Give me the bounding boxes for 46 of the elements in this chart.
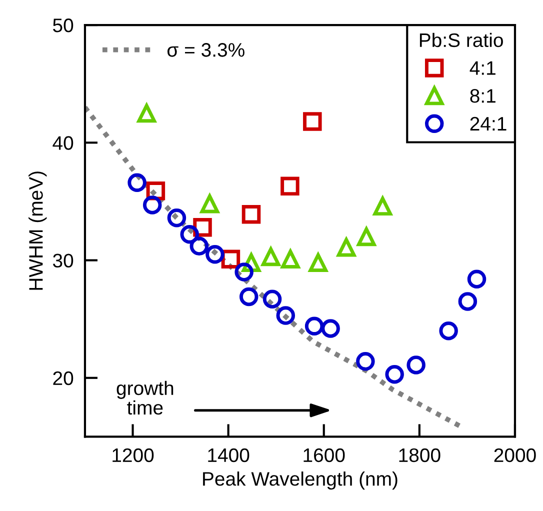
point	[242, 205, 261, 224]
x-tick-label: 1600	[304, 448, 345, 462]
point	[180, 225, 199, 244]
point	[385, 364, 404, 384]
x-tick-label: 1400	[208, 448, 250, 462]
x-tick-label: 2000	[494, 448, 536, 462]
legend-label: σ = 3.3%	[167, 43, 244, 57]
point	[280, 176, 300, 196]
point	[190, 236, 209, 256]
point	[304, 316, 324, 336]
point	[281, 250, 300, 268]
x-tick-label: 1200	[112, 448, 154, 462]
point	[439, 321, 458, 340]
y-tick-label: 20	[53, 371, 74, 386]
point	[357, 227, 376, 246]
point	[167, 208, 186, 228]
point	[373, 196, 392, 216]
x-tick-label: 1800	[399, 448, 440, 462]
y-tick-label: 30	[52, 254, 74, 268]
point	[234, 262, 254, 282]
y-axis-title: HWHM (meV)	[28, 172, 47, 290]
legend-label: 24:1	[470, 116, 506, 130]
point	[467, 270, 486, 288]
legend-title: Pb:S ratio	[420, 32, 503, 48]
point	[303, 112, 322, 131]
point	[336, 238, 356, 257]
point	[356, 352, 375, 371]
point	[321, 319, 340, 338]
point	[128, 173, 146, 192]
point	[206, 245, 224, 264]
y-tick-label: 40	[52, 136, 74, 150]
annotation: growth time	[116, 380, 174, 415]
legend-label: 4:1	[470, 61, 496, 75]
point	[262, 290, 282, 308]
y-tick-label: 50	[53, 18, 74, 32]
point	[276, 306, 296, 325]
point	[200, 194, 220, 214]
point	[308, 253, 328, 272]
point	[261, 247, 280, 266]
point	[406, 356, 426, 374]
point	[142, 196, 162, 214]
point	[137, 104, 156, 123]
legend-label: 8:1	[470, 89, 496, 103]
point	[239, 287, 258, 306]
x-axis-title: Peak Wavelength (nm)	[203, 471, 398, 490]
point	[458, 292, 478, 311]
